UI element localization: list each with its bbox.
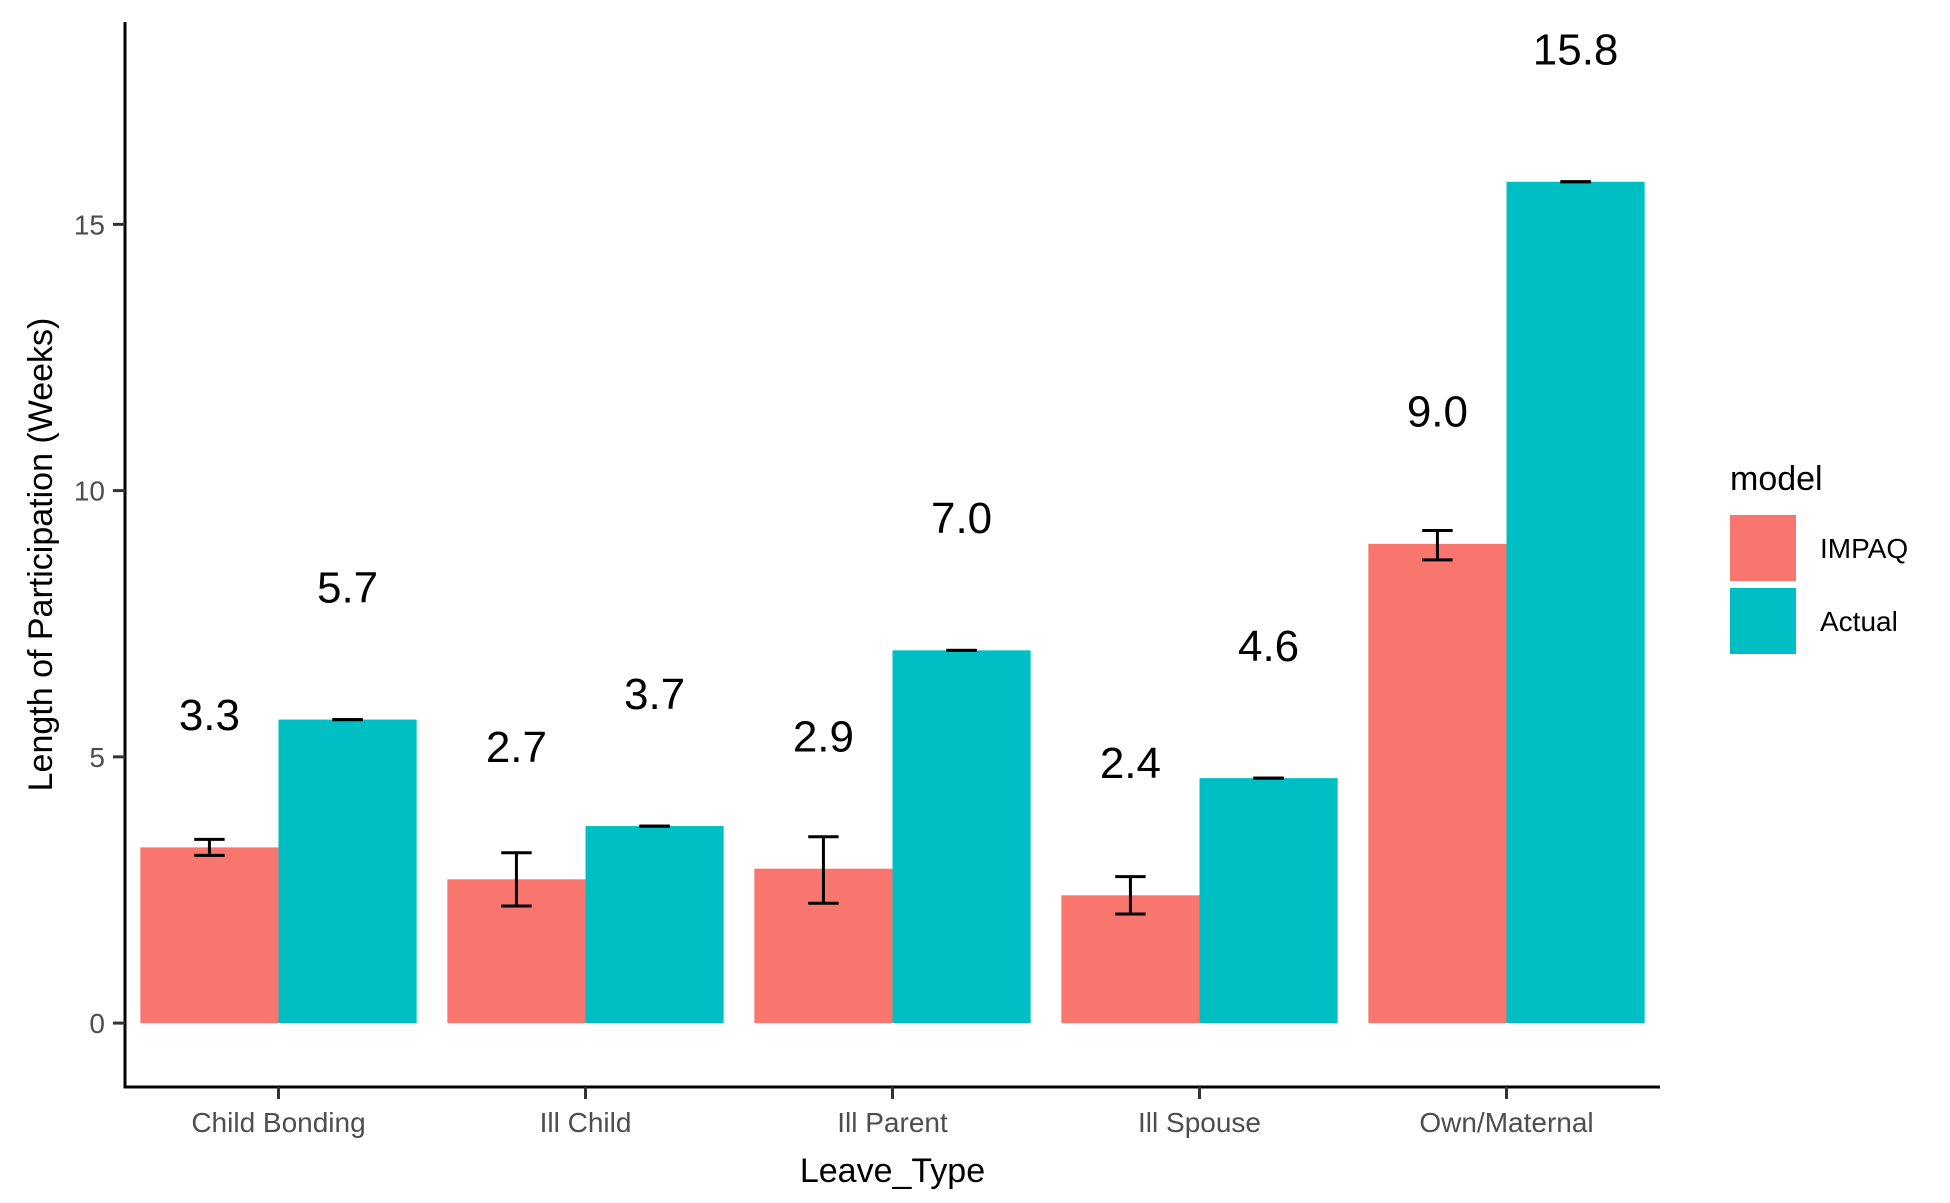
x-axis-ticks: Child Bonding Ill Child Ill Parent Ill Spou… [191,1087,1594,1138]
bar-actual [278,719,417,1024]
data-label: 2.7 [486,723,547,772]
data-label: 2.4 [1100,739,1161,788]
x-tick-label: Ill Spouse [1138,1107,1261,1138]
bar-actual [585,826,724,1024]
bar-impaq [1061,895,1200,1024]
legend-key-impaq [1730,515,1796,581]
series-impaq: 3.3 2.7 2.9 2.4 9.0 [140,388,1507,1024]
bar-actual [892,650,1031,1024]
legend-label: Actual [1820,606,1898,637]
y-tick-label: 0 [89,1008,105,1039]
legend-title: model [1730,460,1823,498]
x-tick-label: Ill Parent [837,1107,948,1138]
y-axis-title: Length of Participation (Weeks) [22,318,60,792]
data-label: 5.7 [317,563,378,612]
bar-actual [1199,778,1338,1024]
data-label: 9.0 [1407,388,1468,437]
series-actual: 5.7 3.7 7.0 4.6 15.8 [278,26,1645,1024]
data-label: 3.3 [179,691,240,740]
data-label: 3.7 [624,670,685,719]
data-label: 7.0 [931,494,992,543]
bar-actual [1506,181,1645,1024]
y-tick-label: 5 [89,742,105,773]
data-label: 4.6 [1238,622,1299,671]
data-label: 2.9 [793,713,854,762]
data-label: 15.8 [1533,26,1619,75]
error-bar [1115,875,1146,916]
x-axis-title: Leave_Type [800,1152,985,1190]
legend-key-actual [1730,588,1796,654]
bar-impaq [140,847,279,1024]
error-bar [1422,529,1453,562]
bar-impaq [1368,543,1507,1024]
plot-area: 3.3 2.7 2.9 2.4 9.0 5.7 3.7 7.0 4.6 15.8 [140,26,1645,1024]
error-bar [808,835,839,905]
x-tick-label: Child Bonding [191,1107,365,1138]
y-tick-label: 15 [74,209,105,240]
legend-label: IMPAQ [1820,533,1908,564]
y-tick-label: 10 [74,476,105,507]
legend: model IMPAQ Actual [1730,460,1908,654]
x-tick-label: Ill Child [540,1107,632,1138]
error-bar [501,851,532,908]
x-tick-label: Own/Maternal [1419,1107,1593,1138]
y-axis-ticks: 0 5 10 15 [74,209,125,1039]
error-bar [194,837,225,857]
